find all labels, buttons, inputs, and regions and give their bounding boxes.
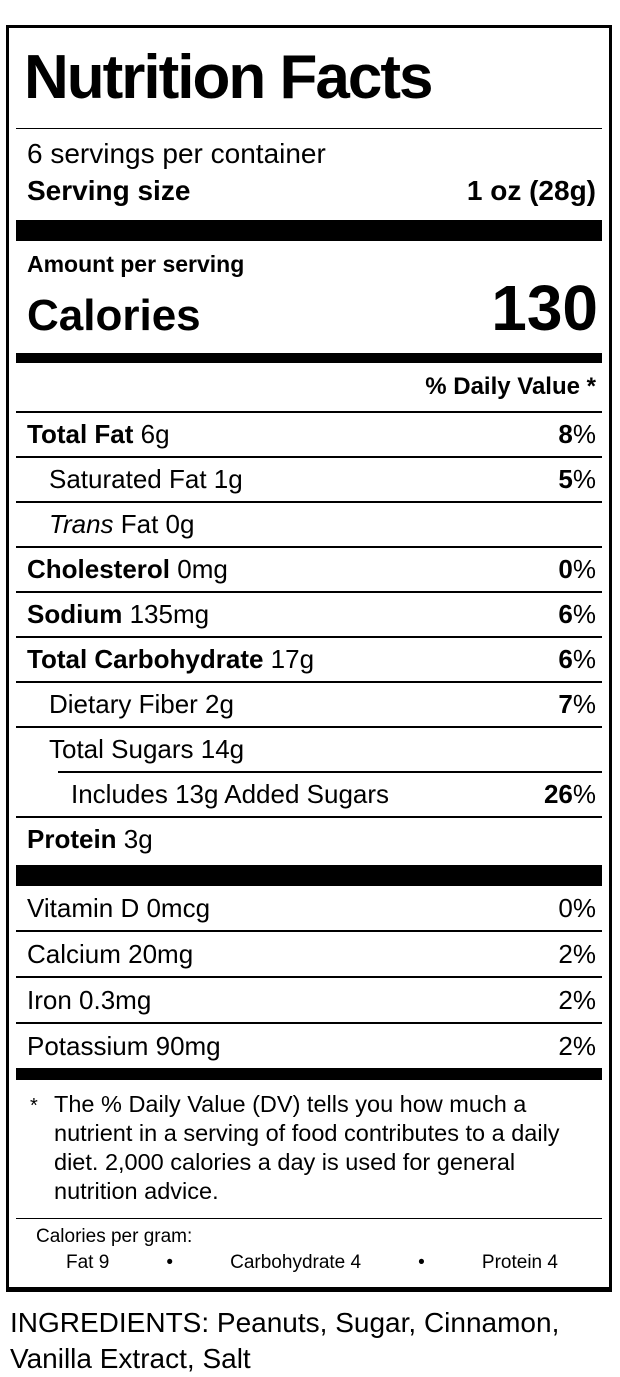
nutrient-name: Total Fat 6g bbox=[27, 419, 170, 449]
ingredients-statement: INGREDIENTS: Peanuts, Sugar, Cinnamon, V… bbox=[10, 1307, 560, 1374]
row-divider bbox=[16, 546, 602, 548]
nutrient-row: Total Carbohydrate 17g 6% bbox=[18, 638, 600, 681]
row-divider bbox=[16, 501, 602, 503]
medium-bar-under-calories bbox=[16, 353, 602, 363]
serving-size-row: Serving size 1 oz (28g) bbox=[18, 172, 600, 216]
nutrient-row: Potassium 90mg 2% bbox=[18, 1024, 600, 1068]
amount-per-serving-label: Amount per serving bbox=[27, 251, 245, 277]
nutrient-daily-value: 0% bbox=[558, 554, 596, 584]
nutrient-row: Dietary Fiber 2g 7% bbox=[18, 683, 600, 726]
serving-size-value: 1 oz (28g) bbox=[466, 175, 596, 206]
serving-size-label: Serving size bbox=[27, 175, 191, 206]
row-divider bbox=[16, 930, 602, 932]
nutrient-row: Protein 3g bbox=[18, 818, 600, 861]
daily-value-header: % Daily Value * bbox=[425, 373, 596, 400]
nutrient-name: Iron 0.3mg bbox=[27, 984, 152, 1015]
nutrient-daily-value: 5% bbox=[558, 464, 596, 494]
calories-row: Calories 130 bbox=[18, 272, 600, 350]
nutrient-daily-value: 2% bbox=[558, 984, 596, 1015]
nutrient-name: Includes 13g Added Sugars bbox=[71, 779, 390, 809]
calories-value: 130 bbox=[491, 272, 598, 344]
row-divider bbox=[16, 681, 602, 683]
thick-bar-top bbox=[16, 220, 602, 241]
nutrient-name: Dietary Fiber 2g bbox=[49, 689, 234, 719]
nutrient-row: Trans Fat 0g bbox=[18, 503, 600, 546]
daily-value-footnote: * The % Daily Value (DV) tells you how m… bbox=[18, 1080, 600, 1218]
nutrient-name: Total Carbohydrate 17g bbox=[27, 644, 315, 674]
nutrient-name: Saturated Fat 1g bbox=[49, 464, 243, 494]
nutrient-name: Potassium 90mg bbox=[27, 1030, 221, 1061]
nutrient-daily-value: 2% bbox=[558, 938, 596, 969]
row-divider bbox=[16, 976, 602, 978]
nutrient-daily-value: 6% bbox=[558, 599, 596, 629]
servings-per-container: 6 servings per container bbox=[27, 138, 326, 169]
nutrient-name: Cholesterol 0mg bbox=[27, 554, 228, 584]
row-divider bbox=[58, 771, 602, 773]
nutrient-row: Iron 0.3mg 2% bbox=[18, 978, 600, 1022]
row-divider bbox=[16, 456, 602, 458]
divider-under-dv-header bbox=[16, 411, 602, 413]
nutrient-daily-value: 8% bbox=[558, 419, 596, 449]
nutrient-daily-value: 0% bbox=[558, 892, 596, 923]
row-divider bbox=[16, 816, 602, 818]
nutrient-daily-value: 2% bbox=[558, 1030, 596, 1061]
nutrient-name: Calcium 20mg bbox=[27, 938, 194, 969]
row-divider bbox=[16, 636, 602, 638]
nutrient-row: Cholesterol 0mg 0% bbox=[18, 548, 600, 591]
nutrient-name: Vitamin D 0mcg bbox=[27, 892, 211, 923]
nutrient-daily-value: 26% bbox=[543, 779, 596, 809]
nutrient-name: Sodium 135mg bbox=[27, 599, 210, 629]
cpg-carbohydrate: Carbohydrate 4 bbox=[230, 1252, 362, 1273]
row-divider bbox=[16, 1022, 602, 1024]
vitamin-rows-section: Vitamin D 0mcg 0% Calcium 20mg 2% Iron 0.3mg… bbox=[16, 886, 602, 1068]
calories-per-gram-label: Calories per gram: bbox=[36, 1226, 193, 1247]
bullet-icon: • bbox=[418, 1252, 425, 1273]
nutrition-facts-label: Nutrition Facts 6 servings per container… bbox=[6, 25, 612, 1292]
nutrient-name: Trans Fat 0g bbox=[49, 509, 195, 539]
nutrient-rows-section: Total Fat 6g 8% Saturated Fat 1g 5% Trans Fa… bbox=[16, 413, 602, 861]
nutrient-row: Sodium 135mg 6% bbox=[18, 593, 600, 636]
cpg-fat: Fat 9 bbox=[66, 1252, 110, 1273]
row-divider bbox=[16, 726, 602, 728]
nutrient-row: Total Fat 6g 8% bbox=[18, 413, 600, 456]
nutrient-daily-value: 6% bbox=[558, 644, 596, 674]
nutrient-row: Saturated Fat 1g 5% bbox=[18, 458, 600, 501]
row-divider bbox=[16, 591, 602, 593]
calories-per-gram-values: Fat 9 • Carbohydrate 4 • Protein 4 bbox=[36, 1249, 600, 1275]
nutrient-row: Vitamin D 0mcg 0% bbox=[18, 886, 600, 930]
calories-per-gram: Calories per gram: Fat 9 • Carbohydrate … bbox=[18, 1219, 600, 1277]
cpg-protein: Protein 4 bbox=[481, 1252, 558, 1273]
nutrient-name: Total Sugars 14g bbox=[49, 734, 245, 764]
bullet-icon: • bbox=[166, 1252, 174, 1273]
divider-under-title bbox=[16, 128, 602, 129]
footnote-text: The % Daily Value (DV) tells you how muc… bbox=[54, 1091, 560, 1204]
nutrient-row: Includes 13g Added Sugars 26% bbox=[18, 773, 600, 816]
calories-label: Calories bbox=[27, 291, 201, 340]
thick-bar-under-protein bbox=[16, 865, 602, 886]
nutrient-row: Calcium 20mg 2% bbox=[18, 932, 600, 976]
nutrient-daily-value: 7% bbox=[558, 689, 596, 719]
label-title: Nutrition Facts bbox=[24, 43, 433, 112]
medium-bar-above-footnote bbox=[16, 1068, 602, 1080]
nutrient-name: Protein 3g bbox=[27, 824, 153, 854]
footnote-asterisk: * bbox=[30, 1095, 38, 1117]
nutrient-row: Total Sugars 14g bbox=[18, 728, 600, 771]
divider-above-calories-per-gram bbox=[16, 1218, 602, 1219]
